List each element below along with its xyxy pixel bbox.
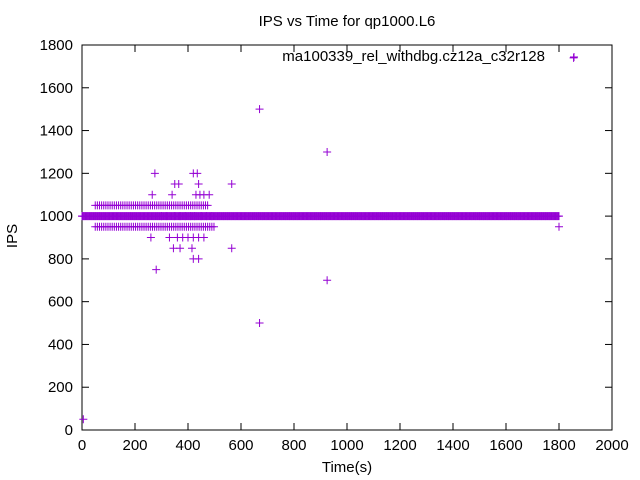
x-tick-label: 1600 (489, 437, 522, 454)
y-tick-label: 400 (48, 336, 73, 353)
data-point (78, 212, 86, 221)
data-point (187, 244, 196, 253)
y-axis-label: IPS (4, 224, 21, 248)
data-point (193, 169, 202, 178)
plot-frame (81, 44, 613, 431)
data-point (209, 222, 218, 231)
data-point (79, 415, 88, 424)
data-point (165, 233, 174, 242)
data-point (227, 180, 236, 189)
data-point (207, 212, 216, 221)
data-point (146, 233, 155, 242)
axis-ticks: 0 200 400 600 800 1000 1200 1400 1600 1800 2000 0 20… (40, 37, 629, 454)
chart-title: IPS vs Time for qp1000.L6 (259, 13, 436, 30)
y-tick-label: 200 (48, 379, 73, 396)
data-point (255, 319, 264, 328)
x-tick-label: 1400 (436, 437, 469, 454)
data-point (555, 222, 563, 231)
data-point (148, 190, 157, 199)
legend-marker (570, 53, 578, 61)
data-point (203, 201, 212, 210)
x-tick-label: 400 (175, 437, 200, 454)
x-tick-label: 2000 (595, 437, 628, 454)
x-tick-label: 800 (281, 437, 306, 454)
legend: ma100339_rel_withdbg.cz12a_c32r128 (282, 48, 578, 65)
x-tick-label: 600 (228, 437, 253, 454)
data-point (150, 169, 159, 178)
x-tick-label: 1200 (383, 437, 416, 454)
data-point (255, 105, 264, 114)
data-point (205, 190, 214, 199)
data-point (199, 233, 208, 242)
data-points (78, 53, 578, 424)
data-point (174, 180, 183, 189)
data-point (323, 147, 332, 156)
legend-label: ma100339_rel_withdbg.cz12a_c32r128 (282, 48, 545, 65)
y-tick-label: 0 (65, 422, 73, 439)
data-point (323, 276, 332, 285)
y-tick-label: 1600 (40, 80, 73, 97)
data-point (194, 180, 203, 189)
data-point (168, 190, 177, 199)
data-point (227, 244, 236, 253)
x-tick-label: 1800 (542, 437, 575, 454)
y-tick-label: 800 (48, 251, 73, 268)
data-point (189, 254, 198, 263)
data-point (169, 244, 178, 253)
y-tick-label: 1400 (40, 123, 73, 140)
data-point (555, 212, 563, 221)
y-tick-label: 1800 (40, 37, 73, 54)
data-point (162, 212, 171, 221)
x-tick-label: 0 (78, 437, 86, 454)
x-tick-label: 1000 (330, 437, 363, 454)
legend-marker-symbol (570, 53, 578, 61)
data-point (152, 265, 161, 274)
x-tick-label: 200 (122, 437, 147, 454)
x-axis-label: Time(s) (322, 459, 372, 476)
y-tick-label: 1200 (40, 165, 73, 182)
y-tick-label: 600 (48, 294, 73, 311)
y-tick-label: 1000 (40, 208, 73, 225)
